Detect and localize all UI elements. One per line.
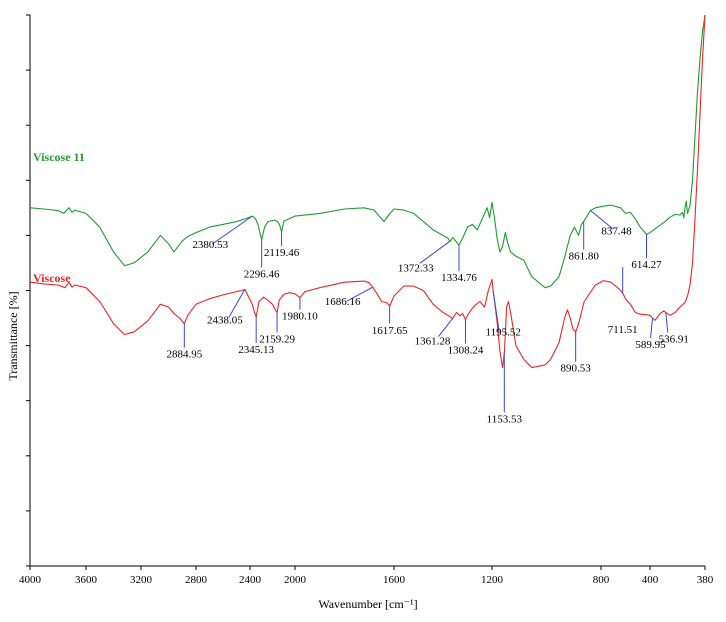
x-tick-label: 4000 <box>19 574 42 586</box>
x-tick-label: 380 <box>697 574 714 586</box>
y-axis-ticks <box>26 14 30 567</box>
x-tick-label: 1600 <box>383 574 406 586</box>
peak-marker-2380-53 <box>211 215 253 245</box>
peak-marker-837-48 <box>590 210 613 229</box>
peak-label-1308-24: 1308.24 <box>448 345 484 357</box>
series-label-viscose-11: Viscose 11 <box>33 150 85 164</box>
peak-label-2296-46: 2296.46 <box>244 269 280 281</box>
series-line-viscose-11 <box>29 14 706 289</box>
x-tick-label: 2400 <box>239 574 262 586</box>
peak-marker-2438-05 <box>228 289 246 318</box>
x-axis-title: Wavenumber [cm⁻¹] <box>318 597 417 611</box>
peak-label-711-51: 711.51 <box>608 324 638 336</box>
peak-label-2345-13: 2345.13 <box>238 344 274 356</box>
x-axis-ticks: 4000 3600 3200 2800 2400 2000 1600 1200 800 400 38… <box>19 566 714 586</box>
x-tick-label: 800 <box>593 574 610 586</box>
peak-marker-1361-28 <box>438 318 453 337</box>
peak-label-614-27: 614.27 <box>631 259 662 271</box>
series-layer <box>29 14 706 369</box>
peak-label-1334-76: 1334.76 <box>441 272 477 284</box>
peak-label-1372-33: 1372.33 <box>398 262 434 274</box>
peak-label-2438-05: 2438.05 <box>207 314 243 326</box>
peak-label-2380-53: 2380.53 <box>192 239 228 251</box>
series-line-viscose <box>29 14 706 369</box>
peak-label-2159-29: 2159.29 <box>259 333 295 345</box>
y-axis-title: Transmittance [%] <box>6 291 20 380</box>
x-tick-label: 3600 <box>75 574 98 586</box>
peak-label-861-80: 861.80 <box>569 251 600 263</box>
annotation-layer: 2380.53 2296.46 2119.46 1372.33 1334.76 861.8… <box>166 210 689 425</box>
peak-label-1195-52: 1195.52 <box>486 326 521 338</box>
peak-marker-1195-52 <box>492 291 500 332</box>
x-tick-label: 2000 <box>284 574 307 586</box>
x-tick-label: 400 <box>642 574 659 586</box>
x-tick-label: 3200 <box>130 574 153 586</box>
peak-label-890-53: 890.53 <box>561 363 592 375</box>
peak-label-1153-53: 1153.53 <box>487 413 523 425</box>
peak-label-589-95: 589.95 <box>635 339 666 351</box>
peak-label-2884-95: 2884.95 <box>166 349 202 361</box>
x-tick-label: 1200 <box>481 574 504 586</box>
x-tick-label: 2800 <box>185 574 208 586</box>
peak-label-1617-65: 1617.65 <box>372 325 408 337</box>
peak-label-837-48: 837.48 <box>601 226 632 238</box>
peak-label-1686-16: 1686.16 <box>325 296 361 308</box>
peak-marker-536-91 <box>665 312 669 333</box>
peak-label-2119-46: 2119.46 <box>264 247 300 259</box>
peak-label-536-91: 536.91 <box>659 334 689 346</box>
series-label-viscose: Viscose <box>33 271 71 285</box>
peak-label-1980-10: 1980.10 <box>282 311 318 323</box>
peak-marker-1686-16 <box>346 286 373 302</box>
peak-marker-589-95 <box>650 318 654 339</box>
peak-marker-1372-33 <box>419 240 451 264</box>
peak-label-1361-28: 1361.28 <box>415 336 451 348</box>
